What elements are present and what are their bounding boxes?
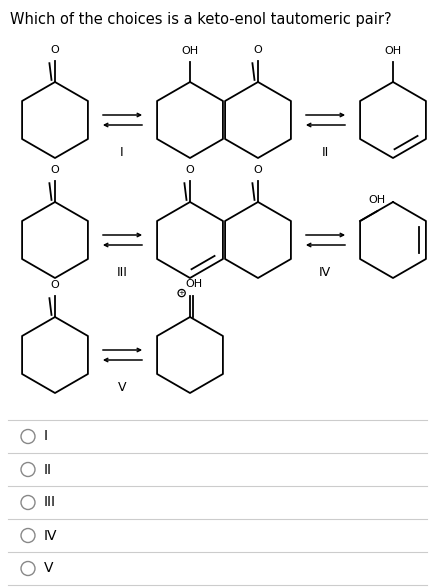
Text: O: O <box>185 166 194 176</box>
Text: II: II <box>321 146 328 159</box>
Text: O: O <box>253 45 262 55</box>
Text: V: V <box>44 562 53 575</box>
Text: I: I <box>44 430 48 444</box>
Text: I: I <box>120 146 124 159</box>
Text: O: O <box>50 166 59 176</box>
Text: IV: IV <box>318 266 330 279</box>
Text: II: II <box>44 463 52 477</box>
Text: +: + <box>178 290 184 296</box>
Text: III: III <box>44 495 56 510</box>
Text: OH: OH <box>185 279 202 289</box>
Text: III: III <box>116 266 127 279</box>
Text: IV: IV <box>44 528 57 542</box>
Text: OH: OH <box>368 195 385 205</box>
Text: Which of the choices is a keto-enol tautomeric pair?: Which of the choices is a keto-enol taut… <box>10 12 391 27</box>
Text: OH: OH <box>181 46 198 56</box>
Text: V: V <box>118 381 126 394</box>
Text: O: O <box>50 45 59 55</box>
Text: O: O <box>50 281 59 291</box>
Text: OH: OH <box>384 46 401 56</box>
Text: O: O <box>253 166 262 176</box>
